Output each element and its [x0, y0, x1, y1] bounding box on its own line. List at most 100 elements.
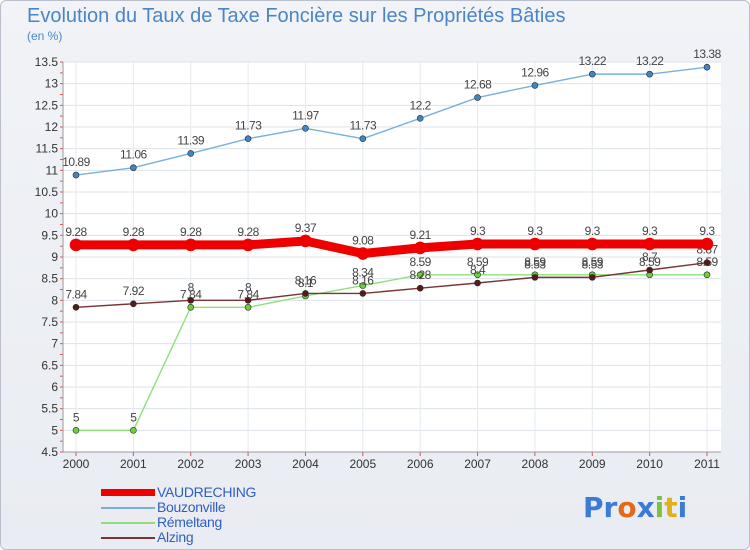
x-tick-label: 2005: [349, 457, 376, 471]
data-label: 8: [188, 280, 195, 294]
data-label: 8.28: [410, 268, 432, 282]
data-label: 13.22: [636, 54, 664, 68]
data-label: 8.53: [524, 257, 546, 271]
data-label: 9.28: [237, 225, 259, 239]
legend-label: VAUDRECHING: [157, 484, 257, 500]
data-point: [588, 274, 596, 281]
data-point: [244, 297, 252, 304]
legend-label: Alzing: [157, 529, 194, 545]
data-label: 7.92: [123, 284, 145, 298]
data-label: 12.2: [410, 98, 432, 112]
data-label: 7.84: [180, 287, 202, 301]
logo-letter: P: [583, 491, 604, 524]
data-point: [72, 171, 80, 179]
series-line-bouzonville: [75, 66, 708, 176]
data-label: 13.22: [579, 54, 607, 68]
legend-swatch-alzing: [101, 537, 155, 539]
data-point: [72, 303, 80, 311]
data-label: 5: [73, 410, 80, 424]
data-point: [643, 237, 656, 251]
data-label: 9.08: [352, 234, 374, 248]
legend-swatch-bouzonville: [101, 507, 155, 509]
data-label: 9.37: [295, 221, 317, 235]
data-point: [703, 63, 711, 71]
data-label: 11.06: [120, 148, 147, 162]
data-label: 8: [245, 280, 252, 294]
data-point: [474, 279, 481, 287]
y-tick-label: 8.5: [41, 272, 58, 286]
logo-letter: t: [664, 491, 678, 524]
series-line-alzing: [75, 261, 708, 308]
y-tick-label: 6.5: [41, 358, 58, 372]
data-point: [69, 238, 83, 252]
y-tick-label: 7: [51, 337, 58, 351]
data-label: 9.3: [699, 224, 715, 238]
x-tick-label: 2003: [235, 457, 262, 471]
data-label: 9.3: [527, 224, 543, 238]
data-point: [531, 82, 539, 89]
data-label: 12.96: [521, 65, 549, 79]
y-tick-label: 11: [46, 163, 59, 177]
data-point: [356, 247, 370, 260]
data-point: [474, 94, 481, 101]
legend-swatch-vaudreching: [101, 489, 155, 496]
y-tick-label: 5.5: [41, 402, 58, 416]
y-tick-label: 8: [51, 293, 58, 307]
data-point: [299, 234, 312, 248]
logo-letter: r: [603, 491, 618, 524]
data-label: 10.89: [62, 155, 90, 169]
legend-item-remeltang: Rémeltang: [101, 514, 341, 530]
data-label: 8.53: [582, 257, 604, 271]
data-label: 8.4: [470, 263, 486, 277]
data-point: [241, 238, 255, 252]
data-label: 9.28: [180, 225, 202, 239]
x-tick-label: 2000: [63, 457, 90, 471]
y-tick-label: 6: [51, 380, 58, 394]
legend-item-bouzonville: Bouzonville: [101, 499, 341, 515]
x-tick-label: 2007: [464, 457, 491, 471]
data-label: 12.68: [464, 78, 492, 92]
y-tick-label: 12.5: [35, 98, 59, 112]
data-point: [130, 427, 137, 434]
data-label: 7.84: [65, 287, 87, 301]
data-point: [130, 300, 137, 308]
chart-title: Evolution du Taux de Taxe Foncière sur l…: [27, 5, 566, 27]
data-label: 11.73: [235, 119, 262, 133]
y-tick-label: 11.5: [36, 142, 59, 156]
data-label: 9.28: [123, 225, 145, 239]
data-label: 8.7: [642, 250, 658, 264]
data-point: [703, 259, 711, 266]
data-label: 8.1: [298, 276, 314, 290]
x-tick-label: 2009: [579, 457, 606, 471]
data-label: 9.28: [65, 225, 87, 239]
data-point: [359, 282, 367, 289]
data-point: [187, 303, 195, 311]
y-tick-label: 7.5: [41, 315, 58, 329]
data-point: [588, 70, 596, 78]
data-point: [359, 135, 367, 142]
series-line-rémeltang: [75, 274, 708, 432]
x-tick-label: 2001: [120, 457, 147, 471]
x-tick-label: 2010: [636, 457, 663, 471]
logo-letter: x: [636, 491, 655, 524]
data-point: [646, 70, 653, 78]
legend-label: Bouzonville: [157, 499, 226, 515]
logo-letter: o: [617, 491, 637, 524]
data-label: 7.84: [237, 287, 259, 301]
x-tick-label: 2006: [407, 457, 434, 471]
data-label: 8.16: [295, 273, 317, 287]
data-point: [130, 164, 137, 172]
data-point: [302, 125, 309, 132]
data-label: 9.3: [585, 224, 601, 238]
data-point: [244, 303, 252, 311]
y-tick-label: 5: [51, 423, 58, 437]
data-point: [184, 238, 198, 252]
data-point: [416, 115, 424, 122]
data-point: [528, 237, 542, 251]
data-label: 8.59: [410, 255, 432, 269]
data-label: 9.21: [410, 228, 432, 242]
x-tick-label: 2011: [694, 457, 720, 471]
y-tick-label: 12: [45, 120, 59, 134]
y-tick-label: 10.5: [35, 185, 59, 199]
